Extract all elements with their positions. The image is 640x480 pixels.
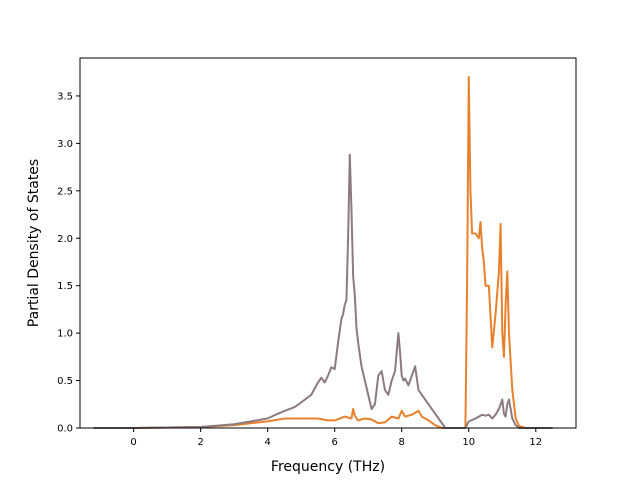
y-tick-label: 0.0 bbox=[57, 424, 73, 435]
y-tick-label: 2.5 bbox=[57, 186, 73, 197]
y-tick-label: 3.0 bbox=[57, 139, 73, 150]
y-axis-title: Partial Density of States bbox=[26, 159, 42, 327]
x-tick-label: 4 bbox=[264, 437, 270, 448]
x-axis-title: Frequency (THz) bbox=[271, 459, 385, 475]
x-tick-label: 6 bbox=[332, 437, 338, 448]
x-tick-label: 12 bbox=[529, 437, 542, 448]
y-tick-label: 0.5 bbox=[57, 376, 73, 387]
x-tick-label: 0 bbox=[130, 437, 136, 448]
x-axis: 0 2 4 6 8 10 12 bbox=[130, 428, 542, 448]
y-tick-label: 2.0 bbox=[57, 234, 73, 245]
x-tick-label: 10 bbox=[462, 437, 475, 448]
x-tick-label: 2 bbox=[197, 437, 203, 448]
x-tick-label: 8 bbox=[399, 437, 405, 448]
y-tick-label: 1.0 bbox=[57, 329, 73, 340]
plot-area bbox=[80, 58, 576, 428]
y-axis: 0.0 0.5 1.0 1.5 2.0 2.5 3.0 3.5 bbox=[57, 91, 80, 435]
series-layer bbox=[93, 75, 553, 429]
y-tick-label: 3.5 bbox=[57, 91, 73, 102]
series-line-1 bbox=[93, 75, 553, 429]
y-tick-label: 1.5 bbox=[57, 281, 73, 292]
series-line-2 bbox=[93, 153, 553, 429]
plot-frame bbox=[79, 57, 577, 429]
